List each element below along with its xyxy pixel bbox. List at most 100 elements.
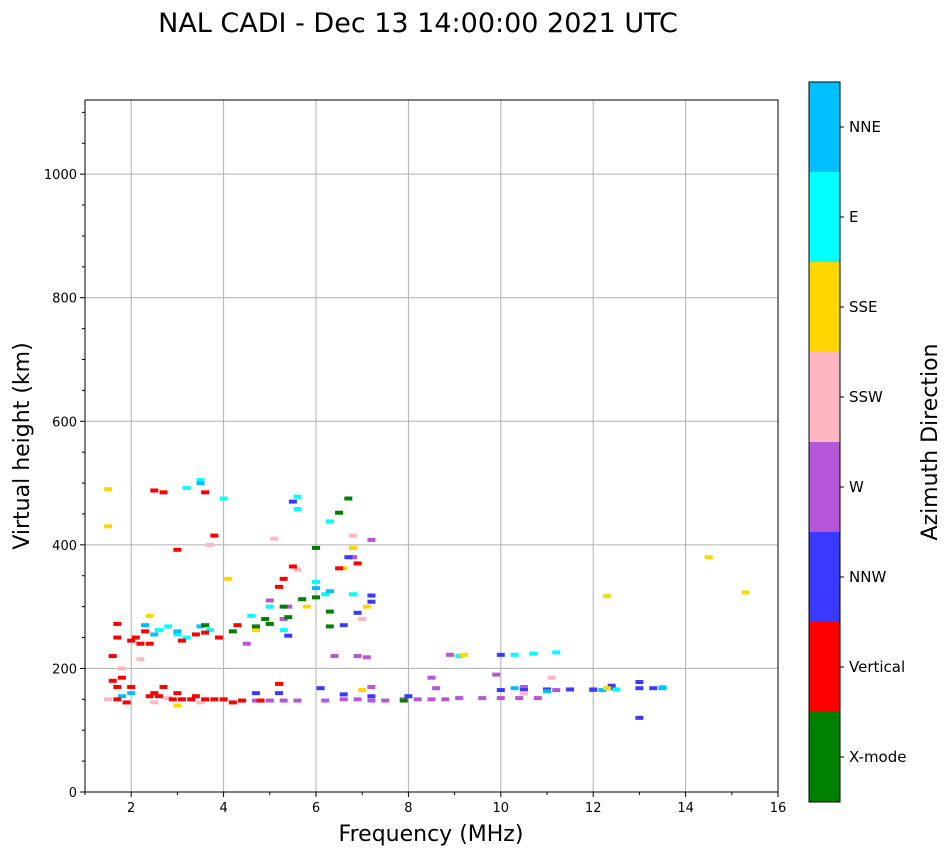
x-tick-label: 14 (677, 801, 694, 816)
data-point-e (293, 507, 302, 512)
data-point-vertical (150, 488, 159, 493)
data-point-ssw (270, 536, 279, 541)
data-point-w (455, 696, 464, 701)
data-point-w (432, 686, 441, 691)
data-point-vertical (238, 698, 247, 703)
data-point-nnw (344, 555, 353, 560)
data-point-e (182, 635, 191, 640)
data-point-vertical (154, 694, 163, 699)
data-point-e (510, 652, 519, 657)
data-point-nnw (496, 652, 505, 657)
data-point-ssw (117, 666, 126, 671)
colorbar-segment (809, 352, 840, 442)
x-tick-label: 2 (127, 801, 135, 816)
data-point-vertical (127, 684, 136, 689)
colorbar-segment (809, 622, 840, 712)
data-point-sse (603, 594, 612, 599)
data-point-w (353, 697, 362, 702)
data-point-sse (459, 652, 468, 657)
y-axis-label: Virtual height (km) (10, 342, 35, 549)
y-tick-label: 1000 (44, 168, 77, 183)
data-point-x-mode (261, 617, 270, 621)
data-point-w (496, 696, 505, 701)
data-point-ssw (293, 567, 302, 572)
data-point-nne (117, 694, 126, 699)
data-point-vertical (145, 694, 154, 699)
data-point-x-mode (344, 496, 353, 501)
data-point-vertical (127, 638, 136, 643)
data-point-nne (598, 688, 607, 693)
data-point-nnw (316, 686, 325, 691)
data-point-vertical (210, 697, 219, 702)
data-point-w (321, 698, 330, 703)
data-point-w (492, 672, 501, 677)
colorbar-tick-label: X-mode (849, 748, 906, 766)
data-point-nne (141, 623, 150, 628)
data-point-nne (658, 686, 667, 691)
data-point-w (519, 684, 528, 689)
data-point-nnw (339, 623, 348, 628)
data-point-sse (339, 566, 348, 571)
data-point-sse (603, 686, 612, 691)
data-point-nnw (607, 686, 616, 691)
data-point-w (279, 698, 288, 703)
data-point-w (367, 537, 376, 542)
data-point-e (173, 632, 182, 637)
data-point-vertical (187, 697, 196, 702)
colorbar-segment (809, 262, 840, 352)
data-point-w (381, 698, 390, 703)
colorbar-tick-label: W (849, 478, 864, 496)
colorbar-segment (809, 532, 840, 622)
data-point-nne (196, 624, 205, 629)
data-point-w (265, 698, 274, 703)
data-point-ssw (348, 533, 357, 538)
data-point-nnw (635, 715, 644, 720)
data-point-e (219, 496, 228, 501)
data-point-sse (224, 576, 233, 581)
data-point-w (427, 697, 436, 702)
data-point-nnw (367, 593, 376, 598)
data-point-nne (196, 481, 205, 486)
data-point-sse (362, 604, 371, 609)
x-tick-label: 10 (493, 801, 510, 816)
data-point-vertical (113, 635, 122, 640)
colorbar-label: Azimuth Direction (918, 343, 943, 540)
data-point-vertical (288, 564, 297, 569)
data-point-nne (543, 689, 551, 694)
colorbar-segment (809, 82, 840, 172)
data-point-e (182, 486, 191, 491)
data-point-sse (104, 487, 113, 492)
data-point-ssw (164, 696, 173, 701)
data-point-w (339, 697, 348, 702)
data-point-ssw (196, 700, 205, 705)
data-point-sse (348, 545, 357, 550)
data-point-vertical (108, 654, 117, 659)
data-point-w (353, 654, 362, 659)
data-point-e (196, 477, 205, 482)
data-point-e (612, 687, 621, 692)
data-point-e (154, 628, 163, 633)
data-point-x-mode (325, 609, 334, 614)
y-tick-label: 200 (52, 662, 77, 677)
data-point-vertical (275, 584, 284, 589)
data-point-w (265, 598, 274, 603)
data-point-vertical (201, 697, 210, 702)
data-point-w (251, 698, 260, 703)
data-point-w (413, 697, 422, 702)
data-point-vertical (141, 629, 150, 634)
data-point-vertical (173, 691, 182, 696)
data-point-nnw (635, 680, 644, 685)
data-point-e (279, 628, 288, 633)
data-point-sse (104, 524, 113, 529)
data-point-vertical (214, 635, 223, 640)
data-point-nnw (367, 694, 376, 699)
data-point-e (455, 654, 464, 659)
data-point-e (321, 592, 330, 597)
data-point-ssw (150, 700, 159, 705)
data-point-sse (145, 613, 154, 618)
data-point-nnw (589, 687, 598, 692)
x-tick-label: 4 (219, 801, 227, 816)
y-tick-label: 400 (52, 539, 77, 554)
data-point-vertical (191, 694, 200, 699)
